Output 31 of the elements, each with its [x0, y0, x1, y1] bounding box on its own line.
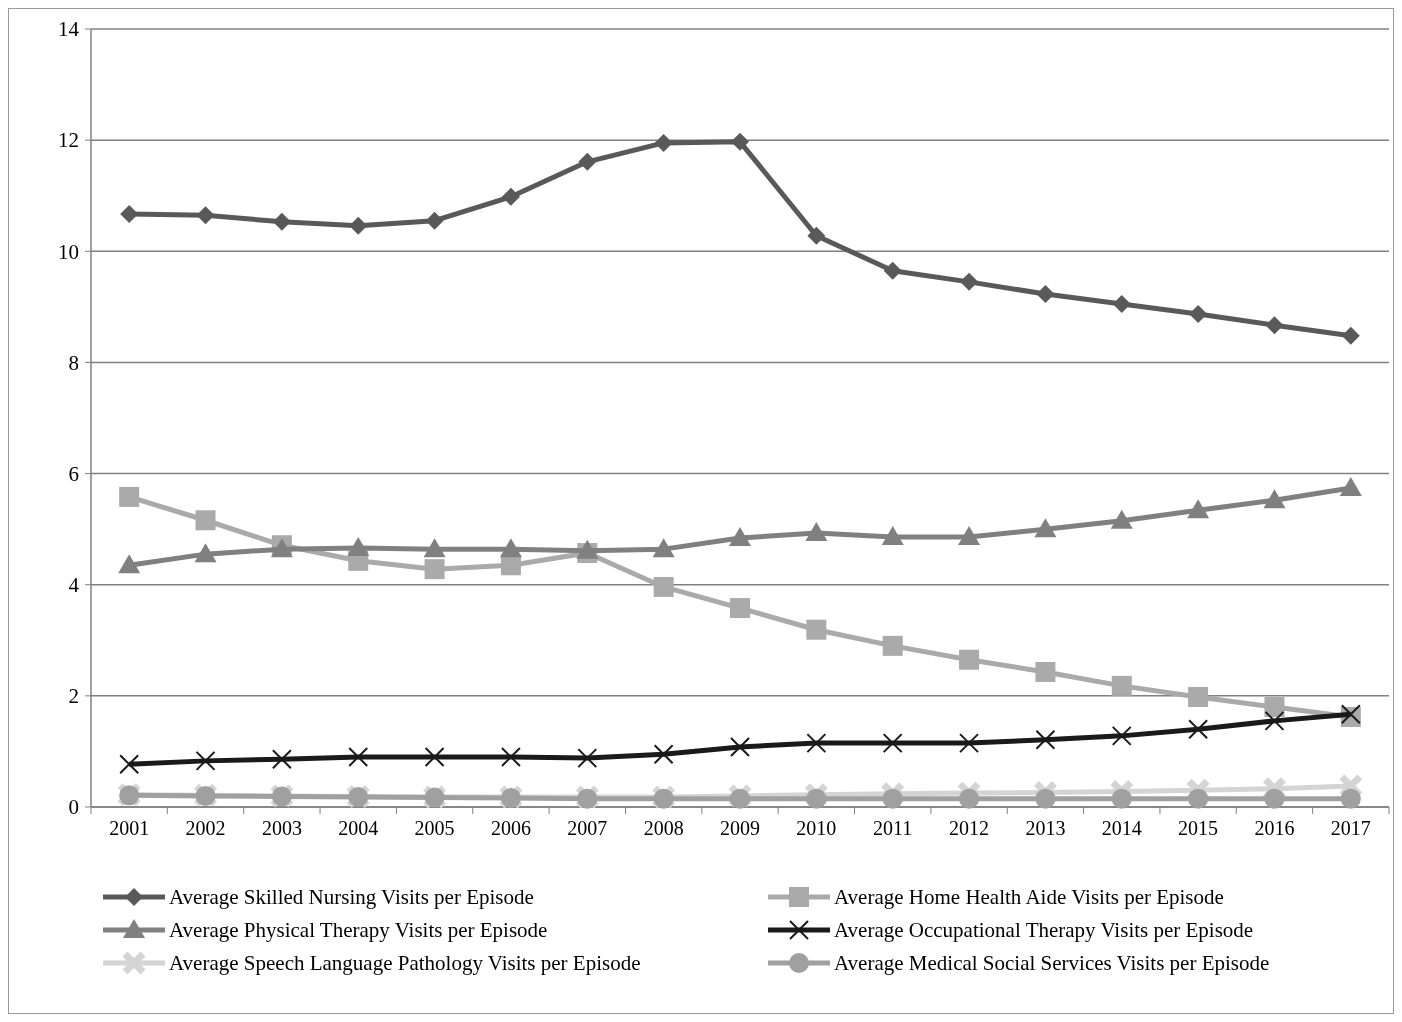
y-tick-label: 6: [68, 461, 79, 486]
x-tick-label: 2010: [796, 817, 837, 839]
x-tick-label: 2007: [567, 817, 608, 839]
x-tick-label: 2004: [338, 817, 379, 839]
y-tick-label: 12: [58, 128, 79, 153]
x-tick-label: 2001: [109, 817, 150, 839]
x-tick-label: 2002: [185, 817, 226, 839]
legend-label: Average Skilled Nursing Visits per Episode: [169, 885, 534, 910]
y-tick-label: 8: [68, 350, 79, 375]
x-tick-label: 2006: [490, 817, 531, 839]
x-tick-label: 2005: [414, 817, 455, 839]
legend-label: Average Physical Therapy Visits per Episode: [169, 918, 548, 943]
x-tick-label: 2017: [1330, 817, 1371, 839]
y-tick-label: 14: [58, 17, 80, 42]
y-tick-label: 4: [68, 573, 80, 598]
y-tick-label: 2: [68, 684, 79, 709]
x-tick-label: 2013: [1025, 817, 1066, 839]
x-tick-label: 2009: [720, 817, 760, 839]
x-tick-label: 2014: [1101, 817, 1142, 839]
x-tick-label: 2016: [1254, 817, 1295, 839]
legend-label: Average Occupational Therapy Visits per Episode: [834, 918, 1254, 943]
x-tick-label: 2015: [1178, 817, 1219, 839]
legend-label: Average Medical Social Services Visits per Episode: [834, 951, 1270, 976]
legend-label: Average Speech Language Pathology Visits per Episode: [169, 951, 641, 976]
x-tick-label: 2008: [643, 817, 684, 839]
x-tick-label: 2012: [949, 817, 990, 839]
legend-label: Average Home Health Aide Visits per Episode: [834, 885, 1224, 910]
y-tick-label: 10: [58, 239, 79, 264]
x-tick-label: 2011: [873, 817, 913, 839]
y-tick-label: 0: [68, 795, 79, 820]
x-tick-label: 2003: [261, 817, 302, 839]
